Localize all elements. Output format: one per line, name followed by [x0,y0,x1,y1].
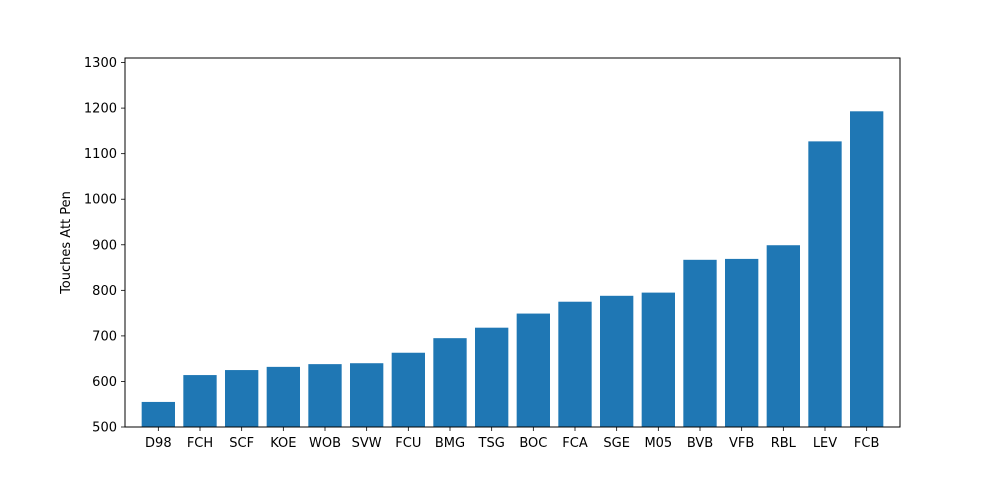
y-tick-label: 700 [92,329,117,344]
bars-group [141,111,884,428]
bar-fch [183,375,217,427]
y-tick-label: 500 [92,421,117,436]
bar-bmg [433,338,467,427]
y-axis: 500 600 700 800 900 1000 1100 1200 1300 [84,56,125,436]
y-tick-label: 800 [92,284,117,299]
bar-boc [516,313,550,427]
y-tick-label: 1100 [84,147,117,162]
x-tick-label: SGE [603,436,630,451]
bar-vfb [725,258,759,427]
x-tick-label: FCA [562,436,588,451]
bar-scf [225,370,259,427]
x-tick-label: TSG [478,436,505,451]
y-tick-label: 1300 [84,56,117,71]
y-tick-label: 1200 [84,102,117,117]
x-axis: D98 FCH SCF KOE WOB SVW FCU BMG TSG BOC FCA SGE M05 B… [145,427,879,451]
bar-svw [350,363,384,427]
x-tick-label: M05 [644,436,672,451]
bar-sge [600,295,634,427]
x-tick-label: VFB [729,436,754,451]
x-tick-label: SCF [229,436,254,451]
bar-lev [808,141,842,427]
y-tick-label: 600 [92,375,117,390]
x-tick-label: FCB [854,436,879,451]
x-tick-label: FCH [187,436,213,451]
bar-d98 [141,401,175,427]
y-tick-label: 1000 [84,193,117,208]
bar-bvb [683,259,717,427]
plot-frame [124,57,901,428]
x-tick-label: KOE [270,436,296,451]
bar-rbl [766,245,800,427]
x-tick-label: BVB [687,436,713,451]
y-axis-label: Touches Att Pen [59,191,74,295]
x-tick-label: FCU [395,436,421,451]
x-tick-label: LEV [813,436,837,451]
bar-fca [558,301,592,427]
x-tick-label: SVW [352,436,382,451]
x-tick-label: RBL [771,436,797,451]
bar-fcb [850,111,884,428]
bar-tsg [475,327,509,427]
bar-koe [266,366,300,427]
x-tick-label: BOC [519,436,547,451]
x-tick-label: D98 [145,436,172,451]
x-tick-label: BMG [435,436,465,451]
x-tick-label: WOB [309,436,341,451]
bar-wob [308,364,342,427]
bar-fcu [391,352,425,427]
y-tick-label: 900 [92,238,117,253]
bar-m05 [641,292,675,427]
